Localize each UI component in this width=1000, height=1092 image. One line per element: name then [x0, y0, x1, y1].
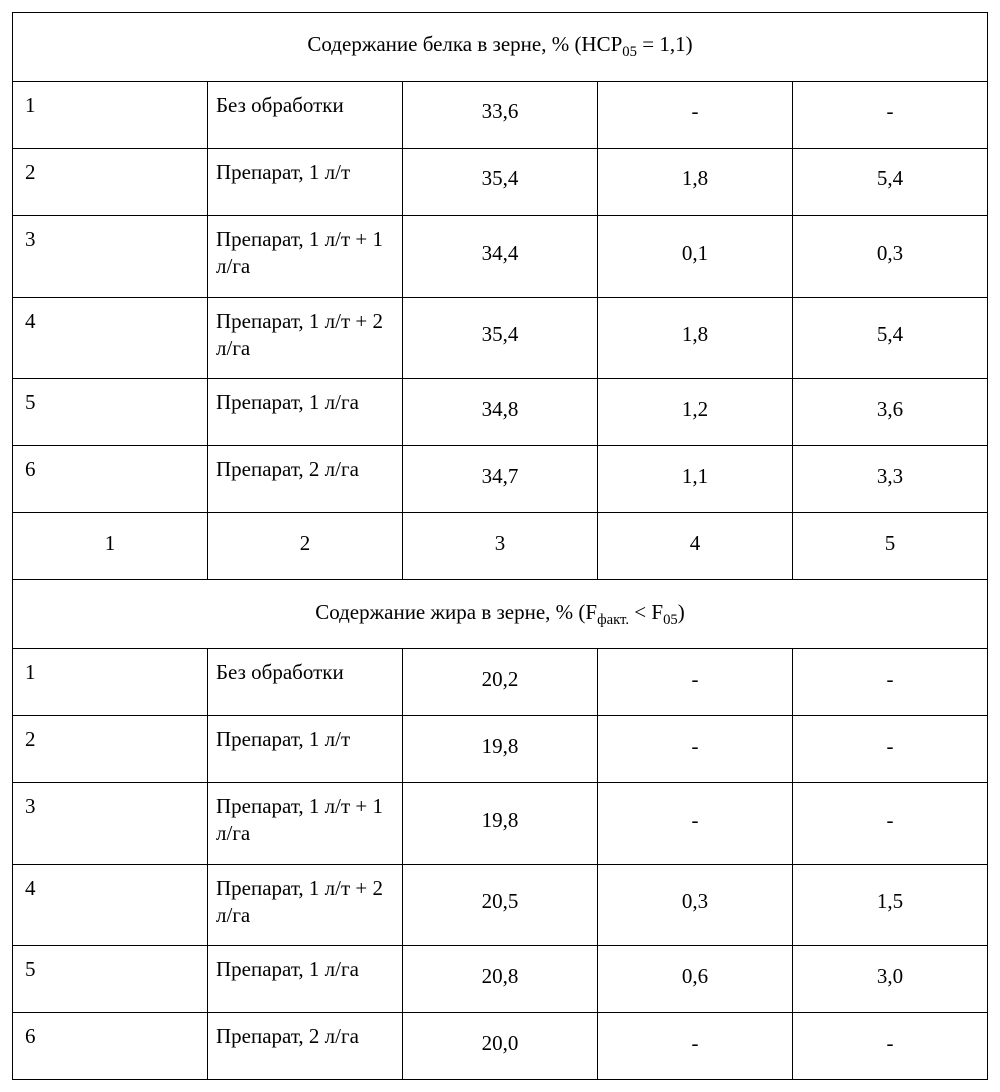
row-label: Препарат, 2 л/га: [208, 446, 403, 513]
row-diff: -: [598, 783, 793, 865]
fat-header-main: Содержание жира в зерне, % (F: [315, 600, 597, 624]
row-diff: 1,8: [598, 149, 793, 216]
row-value: 34,7: [403, 446, 598, 513]
row-diff: -: [598, 716, 793, 783]
row-index: 2: [13, 716, 208, 783]
table-row: 4 Препарат, 1 л/т + 2 л/га 20,5 0,3 1,5: [13, 864, 988, 946]
row-diff: -: [598, 1013, 793, 1080]
protein-section-header: Содержание белка в зерне, % (НСР05 = 1,1…: [13, 13, 988, 82]
table-row: 2 Препарат, 1 л/т 19,8 - -: [13, 716, 988, 783]
table-row: 1 Без обработки 33,6 - -: [13, 82, 988, 149]
row-pct: 1,5: [793, 864, 988, 946]
row-pct: -: [793, 82, 988, 149]
data-table: Содержание белка в зерне, % (НСР05 = 1,1…: [12, 12, 988, 1080]
row-index: 3: [13, 783, 208, 865]
row-pct: -: [793, 716, 988, 783]
row-label: Препарат, 1 л/т: [208, 716, 403, 783]
row-diff: 0,6: [598, 946, 793, 1013]
col-number: 4: [598, 513, 793, 580]
row-index: 1: [13, 82, 208, 149]
row-value: 34,8: [403, 379, 598, 446]
row-label: Препарат, 1 л/т + 2 л/га: [208, 864, 403, 946]
fat-header-sub1: факт.: [597, 612, 629, 628]
row-label: Препарат, 1 л/га: [208, 379, 403, 446]
row-value: 33,6: [403, 82, 598, 149]
row-value: 19,8: [403, 783, 598, 865]
table-row: 5 Препарат, 1 л/га 34,8 1,2 3,6: [13, 379, 988, 446]
fat-header-sub2: 05: [663, 612, 678, 628]
protein-header-main: Содержание белка в зерне, % (НСР: [307, 32, 622, 56]
row-pct: 3,0: [793, 946, 988, 1013]
row-label: Без обработки: [208, 82, 403, 149]
table-row: 6 Препарат, 2 л/га 34,7 1,1 3,3: [13, 446, 988, 513]
col-number: 3: [403, 513, 598, 580]
row-diff: 1,2: [598, 379, 793, 446]
row-index: 3: [13, 216, 208, 298]
table-row: 5 Препарат, 1 л/га 20,8 0,6 3,0: [13, 946, 988, 1013]
row-index: 6: [13, 1013, 208, 1080]
table-row: 1 Без обработки 20,2 - -: [13, 649, 988, 716]
table-row: 6 Препарат, 2 л/га 20,0 - -: [13, 1013, 988, 1080]
row-label: Препарат, 1 л/т: [208, 149, 403, 216]
col-number: 1: [13, 513, 208, 580]
row-diff: 0,1: [598, 216, 793, 298]
row-value: 35,4: [403, 297, 598, 379]
row-diff: -: [598, 649, 793, 716]
row-value: 35,4: [403, 149, 598, 216]
protein-header-sub: 05: [622, 45, 637, 61]
row-diff: -: [598, 82, 793, 149]
table-row: 2 Препарат, 1 л/т 35,4 1,8 5,4: [13, 149, 988, 216]
row-value: 20,5: [403, 864, 598, 946]
row-index: 1: [13, 649, 208, 716]
row-pct: 0,3: [793, 216, 988, 298]
row-value: 20,0: [403, 1013, 598, 1080]
column-numbers-row: 1 2 3 4 5: [13, 513, 988, 580]
row-pct: -: [793, 783, 988, 865]
fat-header-tail: ): [678, 600, 685, 624]
row-diff: 1,8: [598, 297, 793, 379]
row-value: 20,2: [403, 649, 598, 716]
row-index: 2: [13, 149, 208, 216]
row-pct: 5,4: [793, 149, 988, 216]
fat-section-header: Содержание жира в зерне, % (Fфакт. < F05…: [13, 580, 988, 649]
table-row: 3 Препарат, 1 л/т + 1 л/га 34,4 0,1 0,3: [13, 216, 988, 298]
row-label: Препарат, 1 л/т + 1 л/га: [208, 783, 403, 865]
row-label: Препарат, 1 л/т + 1 л/га: [208, 216, 403, 298]
table-row: 4 Препарат, 1 л/т + 2 л/га 35,4 1,8 5,4: [13, 297, 988, 379]
row-pct: 5,4: [793, 297, 988, 379]
row-value: 19,8: [403, 716, 598, 783]
row-label: Препарат, 2 л/га: [208, 1013, 403, 1080]
table-row: 3 Препарат, 1 л/т + 1 л/га 19,8 - -: [13, 783, 988, 865]
row-pct: 3,6: [793, 379, 988, 446]
row-index: 5: [13, 946, 208, 1013]
row-index: 5: [13, 379, 208, 446]
row-diff: 1,1: [598, 446, 793, 513]
col-number: 5: [793, 513, 988, 580]
row-value: 34,4: [403, 216, 598, 298]
row-pct: -: [793, 649, 988, 716]
row-index: 6: [13, 446, 208, 513]
row-index: 4: [13, 297, 208, 379]
row-label: Препарат, 1 л/т + 2 л/га: [208, 297, 403, 379]
row-label: Без обработки: [208, 649, 403, 716]
row-diff: 0,3: [598, 864, 793, 946]
protein-header-tail: = 1,1): [637, 32, 693, 56]
row-pct: 3,3: [793, 446, 988, 513]
col-number: 2: [208, 513, 403, 580]
row-index: 4: [13, 864, 208, 946]
row-label: Препарат, 1 л/га: [208, 946, 403, 1013]
row-value: 20,8: [403, 946, 598, 1013]
fat-header-mid: < F: [629, 600, 663, 624]
row-pct: -: [793, 1013, 988, 1080]
